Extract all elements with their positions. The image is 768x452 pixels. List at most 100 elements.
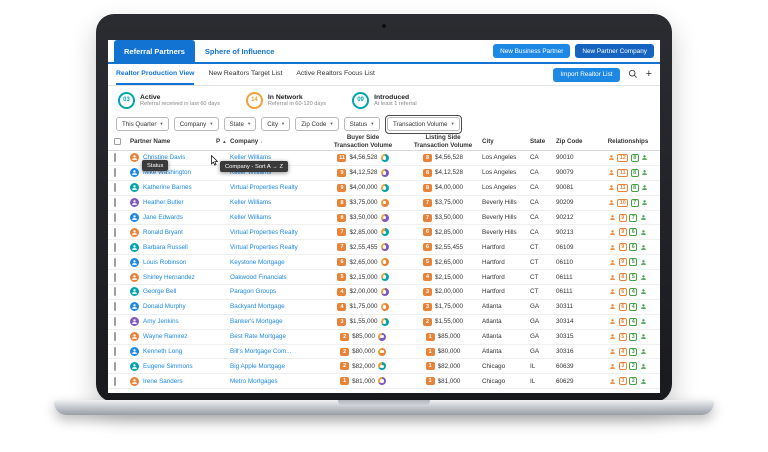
company-link[interactable]: Keller Williams xyxy=(230,214,272,221)
filter-status[interactable]: Status ▾ xyxy=(343,117,380,131)
table-row[interactable]: Shirley Hernandez Oakwood Financials 5 $… xyxy=(108,270,660,286)
tab-active-realtors-focus-list[interactable]: Active Realtors Focus List xyxy=(296,70,375,77)
relationship-count-orange: 11 xyxy=(617,168,629,177)
table-row[interactable]: Amy Jenkins Banker's Mortgage 3 $1,55,00… xyxy=(108,315,660,330)
col-listing-side[interactable]: Listing Side Transaction Volume xyxy=(413,134,473,149)
import-realtor-list-button[interactable]: Import Realtor List xyxy=(553,67,620,82)
row-checkbox[interactable] xyxy=(114,213,116,222)
filter-zip-code[interactable]: Zip Code ▾ xyxy=(295,117,339,131)
add-icon[interactable]: + xyxy=(645,68,652,80)
row-checkbox[interactable] xyxy=(114,227,116,237)
row-checkbox[interactable] xyxy=(114,242,116,252)
header-actions: New Business Partner New Partner Company xyxy=(493,40,654,62)
new-business-partner-button[interactable]: New Business Partner xyxy=(493,44,571,58)
partner-name-link[interactable]: George Bell xyxy=(143,288,177,296)
partner-name-link[interactable]: Louis Robinson xyxy=(143,258,187,266)
col-company[interactable]: Company ↓ xyxy=(230,138,263,145)
row-checkbox[interactable] xyxy=(114,376,116,386)
table-row[interactable]: Mike Washington Keller Williams 9 $4,12,… xyxy=(108,166,660,181)
table-row[interactable]: Kenneth Long Bill's Mortgage Com... 2 $8… xyxy=(108,345,660,360)
table-row[interactable]: Wayne Ramirez Best Rate Mortgage 2 $85,0… xyxy=(108,330,660,345)
filter-company[interactable]: Company ▾ xyxy=(173,117,219,131)
person-icon-orange xyxy=(610,259,616,265)
filter-city[interactable]: City ▾ xyxy=(261,117,291,131)
partner-name-link[interactable]: Barbara Russell xyxy=(143,243,188,251)
filter-transaction-volume[interactable]: Transaction Volume ▾ xyxy=(387,117,460,131)
partner-name-link[interactable]: Katherine Barnes xyxy=(143,184,192,192)
company-link[interactable]: Backyard Mortgage xyxy=(230,303,285,311)
tab-new-realtors-target-list[interactable]: New Realtors Target List xyxy=(208,70,283,77)
filter-state[interactable]: State ▾ xyxy=(223,117,257,131)
partner-name-link[interactable]: Amy Jenkins xyxy=(143,318,179,326)
company-link[interactable]: Banker's Mortgage xyxy=(230,318,283,326)
row-checkbox[interactable] xyxy=(114,168,116,178)
partner-name-link[interactable]: Wayne Ramirez xyxy=(143,333,188,341)
tab-sphere-of-influence[interactable]: Sphere of Influence xyxy=(204,46,275,56)
row-checkbox[interactable] xyxy=(114,361,116,371)
tab-referral-partners[interactable]: Referral Partners xyxy=(114,40,195,62)
table-row[interactable]: Christine Davis Keller Williams 11 $4,56… xyxy=(108,151,660,166)
company-link[interactable]: Keystone Mortgage xyxy=(230,258,285,266)
partner-name-link[interactable]: Irene Sanders xyxy=(143,377,183,385)
partner-name-link[interactable]: Kenneth Long xyxy=(143,348,183,356)
partner-name-link[interactable]: Eugene Simmons xyxy=(143,362,193,370)
company-link[interactable]: Virtual Properties Realty xyxy=(230,243,298,251)
company-link[interactable]: Bill's Mortgage Com... xyxy=(230,348,292,356)
col-relationships[interactable]: Relationships xyxy=(607,137,649,145)
partner-name-link[interactable]: Shirley Hernandez xyxy=(143,273,195,281)
filter-this-quarter[interactable]: This Quarter ▾ xyxy=(116,117,169,131)
avatar xyxy=(130,302,139,312)
avatar xyxy=(130,347,139,357)
row-checkbox[interactable] xyxy=(114,183,116,193)
row-checkbox[interactable] xyxy=(114,347,116,357)
company-link[interactable]: Virtual Properties Realty xyxy=(230,228,298,236)
company-link[interactable]: Keller Williams xyxy=(230,199,272,207)
new-partner-company-button[interactable]: New Partner Company xyxy=(575,44,654,58)
city-cell: Beverly Hills xyxy=(482,199,517,207)
company-link[interactable]: Oakwood Financials xyxy=(230,273,287,281)
table-row[interactable]: Ronald Bryant Virtual Properties Realty … xyxy=(108,225,660,241)
row-checkbox[interactable] xyxy=(114,287,116,297)
row-checkbox[interactable] xyxy=(114,153,116,163)
col-zip-code[interactable]: Zip Code xyxy=(556,138,583,145)
col-city[interactable]: City xyxy=(482,138,494,145)
table-row[interactable]: Jane Edwards Keller Williams 8 $3,50,000… xyxy=(108,211,660,226)
partner-name-link[interactable]: Jane Edwards xyxy=(143,214,183,221)
tab-realtor-production-view[interactable]: Realtor Production View xyxy=(116,64,195,85)
row-checkbox[interactable] xyxy=(114,257,116,267)
relationships-cell: 8 5 xyxy=(596,273,660,282)
partner-name-link[interactable]: Donald Murphy xyxy=(143,303,186,311)
row-checkbox[interactable] xyxy=(114,302,116,312)
table-row[interactable]: Donald Murphy Backyard Mortgage 4 $1,75,… xyxy=(108,300,660,315)
company-link[interactable]: Best Rate Mortgage xyxy=(230,333,287,341)
buyer-count-badge: 4 xyxy=(337,302,347,311)
col-state[interactable]: State xyxy=(530,138,546,145)
company-link[interactable]: Paragon Groups xyxy=(230,288,277,296)
table-row[interactable]: George Bell Paragon Groups 4 $2,00,000 3… xyxy=(108,285,660,300)
donut-chart-icon xyxy=(380,317,389,326)
row-checkbox[interactable] xyxy=(114,198,116,208)
company-link[interactable]: Virtual Properties Realty xyxy=(230,184,298,192)
table-row[interactable]: Heather Butler Keller Williams 8 $3,75,0… xyxy=(108,196,660,211)
search-icon[interactable] xyxy=(628,66,638,84)
col-buyer-side[interactable]: Buyer Side Transaction Volume xyxy=(333,134,393,149)
table-row[interactable]: Eugene Simmons Big Apple Mortgage 2 $82,… xyxy=(108,359,660,375)
col-status-sort[interactable]: P ▲ xyxy=(216,138,227,145)
table-row[interactable]: Louis Robinson Keystone Mortgage 6 $2,65… xyxy=(108,255,660,271)
table-row[interactable]: Irene Sanders Metro Mortgages 1 $81,000 … xyxy=(108,374,660,390)
row-checkbox[interactable] xyxy=(114,317,116,327)
relationship-count-orange: 12 xyxy=(617,153,629,162)
company-link[interactable]: Big Apple Mortgage xyxy=(230,362,285,370)
table-row[interactable]: Katherine Barnes Virtual Properties Real… xyxy=(108,181,660,196)
partner-name-link[interactable]: Heather Butler xyxy=(143,199,184,207)
col-partner-name[interactable]: Partner Name xyxy=(130,138,171,145)
select-all-checkbox[interactable] xyxy=(114,138,121,145)
row-checkbox[interactable] xyxy=(114,272,116,282)
city-cell: Atlanta xyxy=(482,303,502,311)
zip-cell: 90209 xyxy=(556,199,574,207)
company-link[interactable]: Metro Mortgages xyxy=(230,377,278,385)
row-checkbox[interactable] xyxy=(114,332,116,342)
partner-name-link[interactable]: Ronald Bryant xyxy=(143,228,183,236)
table-row[interactable]: Barbara Russell Virtual Properties Realt… xyxy=(108,240,660,256)
stat-item: 14 In Network Referral in 60-120 days xyxy=(245,91,326,109)
